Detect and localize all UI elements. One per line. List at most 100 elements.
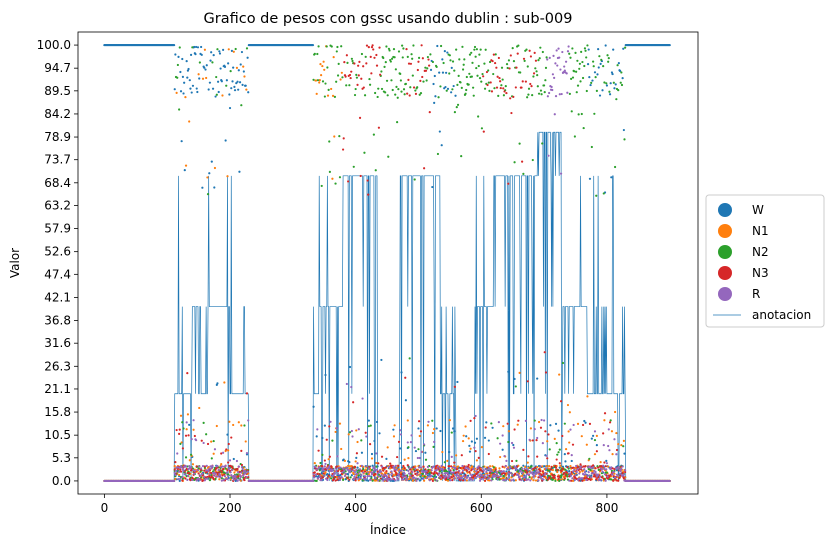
point-w	[348, 461, 351, 464]
point-n2	[229, 70, 232, 73]
point-n2	[576, 84, 580, 87]
point-r	[192, 419, 195, 422]
point-w	[321, 436, 324, 440]
point-n3	[379, 73, 382, 76]
point-n3	[327, 474, 330, 477]
point-n1	[467, 437, 470, 440]
point-r	[507, 472, 510, 475]
point-n2	[566, 475, 569, 478]
point-r	[527, 478, 530, 481]
y-tick-label: 78.9	[44, 130, 71, 144]
point-n1	[227, 449, 230, 452]
point-n3	[554, 464, 557, 467]
point-n3	[174, 461, 177, 464]
point-n3	[390, 464, 393, 467]
point-n3	[359, 174, 362, 178]
point-n3	[431, 479, 435, 482]
point-n3	[528, 49, 531, 52]
point-r	[456, 472, 459, 475]
point-r	[482, 477, 485, 480]
point-n3	[334, 479, 337, 482]
point-r	[421, 470, 424, 474]
point-w	[443, 50, 446, 53]
point-n3	[515, 66, 518, 69]
point-n3	[588, 422, 592, 425]
point-n1	[564, 447, 568, 451]
point-r	[600, 468, 603, 471]
point-n3	[571, 443, 575, 446]
point-n3	[476, 468, 479, 471]
point-w	[615, 469, 619, 472]
point-n2	[602, 192, 605, 195]
point-r	[340, 476, 343, 479]
point-n2	[205, 433, 208, 436]
point-n2	[502, 94, 505, 97]
point-r	[314, 465, 317, 468]
point-w	[434, 95, 437, 98]
point-r	[193, 472, 196, 475]
point-w	[217, 90, 220, 94]
point-w	[228, 93, 231, 96]
point-n3	[477, 470, 480, 474]
point-n3	[247, 476, 250, 479]
point-n2	[451, 60, 455, 63]
point-n2	[494, 53, 497, 56]
point-n2	[445, 89, 448, 92]
point-n3	[378, 46, 381, 49]
point-n1	[461, 439, 465, 443]
point-r	[583, 471, 587, 474]
point-n3	[473, 417, 476, 420]
point-n2	[548, 469, 551, 472]
point-r	[426, 476, 429, 480]
point-r	[404, 475, 407, 478]
point-w	[314, 475, 318, 478]
point-n1	[213, 166, 217, 170]
legend-label-n1: N1	[752, 224, 769, 238]
point-n2	[472, 94, 475, 97]
point-n2	[367, 425, 370, 428]
point-r	[207, 470, 210, 473]
point-n2	[570, 77, 573, 80]
point-n2	[202, 421, 205, 424]
point-n2	[391, 88, 394, 92]
point-n2	[245, 47, 249, 50]
point-r	[558, 93, 561, 96]
y-tick-label: 5.3	[52, 451, 71, 465]
point-w	[450, 66, 453, 69]
point-n3	[203, 469, 206, 472]
point-n2	[533, 419, 536, 422]
y-tick-label: 73.7	[44, 153, 71, 167]
point-n2	[479, 48, 482, 51]
point-n3	[345, 54, 348, 57]
point-r	[436, 468, 439, 471]
point-n2	[242, 476, 245, 479]
point-w	[592, 434, 595, 437]
point-n3	[240, 463, 244, 467]
point-r	[217, 468, 220, 472]
point-n3	[377, 462, 380, 465]
point-w	[311, 43, 315, 47]
point-r	[578, 472, 581, 475]
point-r	[540, 418, 543, 422]
point-w	[178, 479, 181, 482]
point-n3	[546, 457, 549, 460]
point-n2	[364, 55, 367, 58]
point-n3	[375, 64, 379, 67]
point-w	[207, 88, 210, 91]
point-w	[220, 80, 223, 83]
point-n3	[524, 80, 527, 83]
point-n1	[323, 68, 326, 71]
point-r	[504, 479, 507, 482]
point-r	[337, 476, 340, 479]
point-n2	[597, 468, 600, 471]
point-n1	[180, 441, 183, 444]
point-w	[591, 79, 594, 82]
point-w	[429, 68, 433, 72]
point-n3	[353, 62, 356, 65]
point-n2	[335, 50, 338, 53]
point-n3	[564, 474, 567, 477]
point-n1	[462, 434, 465, 437]
point-r	[501, 434, 504, 437]
point-n2	[355, 73, 358, 76]
point-n2	[397, 88, 400, 91]
